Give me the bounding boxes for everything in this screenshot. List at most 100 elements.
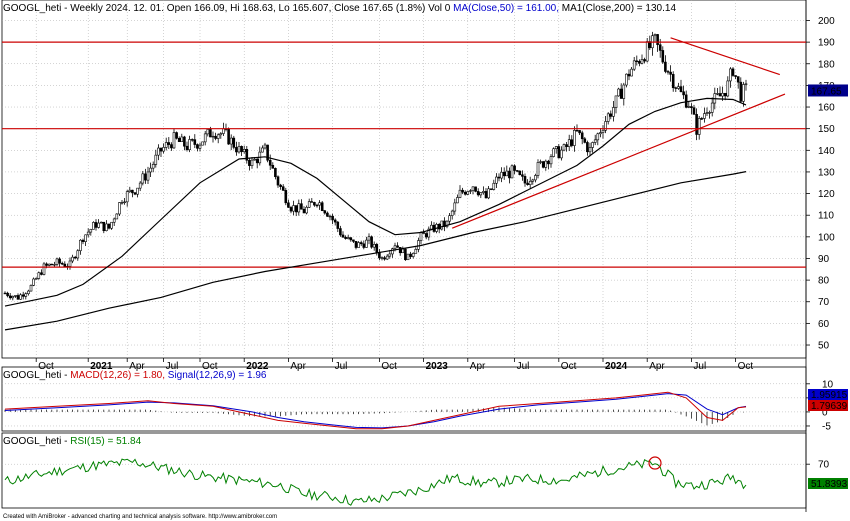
candle-body bbox=[3, 292, 7, 295]
candle-body bbox=[578, 130, 581, 134]
candle-body bbox=[320, 202, 324, 211]
x-tick-label: Oct bbox=[202, 361, 218, 372]
candle-body bbox=[474, 186, 477, 192]
candle-body bbox=[297, 203, 301, 213]
candle-body bbox=[586, 142, 589, 153]
candle-body bbox=[354, 241, 358, 248]
candle-body bbox=[383, 257, 386, 260]
candle-body bbox=[445, 220, 449, 227]
candle-body bbox=[281, 186, 285, 191]
candle-body bbox=[565, 144, 568, 148]
candle-body bbox=[318, 202, 321, 206]
candle-body bbox=[375, 244, 379, 253]
candle-body bbox=[469, 190, 472, 192]
candle-body bbox=[599, 132, 602, 135]
candle-body bbox=[638, 60, 641, 64]
ma200-line bbox=[4, 171, 747, 331]
price-header-ma50: MA(Close,50) = 161.00, bbox=[453, 3, 559, 14]
price-header-prefix: GOOGL_heti - Weekly 2024. 12. 01. Open 1… bbox=[3, 3, 453, 14]
candle-body bbox=[16, 295, 20, 300]
candle-body bbox=[398, 247, 402, 254]
candle-body bbox=[523, 176, 527, 184]
candle-body bbox=[370, 236, 373, 248]
price-overlays bbox=[2, 37, 806, 331]
candle-body bbox=[37, 272, 41, 279]
candle-body bbox=[640, 59, 644, 64]
x-tick-label: Oct bbox=[38, 361, 54, 372]
candle-body bbox=[175, 132, 178, 139]
price-y-tick-label: 110 bbox=[818, 211, 834, 222]
candle-body bbox=[276, 176, 280, 186]
candle-body bbox=[110, 221, 113, 229]
macd-header-prefix: GOOGL_heti - bbox=[3, 370, 70, 381]
candle-body bbox=[24, 293, 28, 297]
price-y-tick-label: 150 bbox=[818, 124, 835, 135]
candle-body bbox=[177, 137, 181, 142]
candle-body bbox=[149, 167, 152, 173]
price-y-tick-label: 200 bbox=[818, 16, 835, 27]
candle-body bbox=[388, 253, 392, 257]
candle-body bbox=[47, 263, 51, 266]
candle-body bbox=[21, 294, 25, 297]
candle-body bbox=[552, 148, 555, 157]
macd-y-tick-label: -5 bbox=[822, 421, 831, 432]
candle-body bbox=[539, 161, 542, 163]
candle-body bbox=[588, 147, 592, 153]
rsi-highlight-circle bbox=[648, 456, 662, 470]
candle-body bbox=[294, 205, 298, 213]
candle-body bbox=[300, 203, 303, 210]
candle-body bbox=[107, 223, 111, 229]
candle-body bbox=[289, 207, 293, 212]
x-tick-label: Jul bbox=[517, 361, 530, 372]
candle-body bbox=[209, 129, 212, 138]
candle-body bbox=[653, 34, 657, 37]
x-tick-label: Apr bbox=[129, 361, 145, 372]
candle-body bbox=[671, 74, 675, 89]
candle-body bbox=[359, 242, 363, 245]
candle-body bbox=[630, 68, 633, 77]
candle-body bbox=[484, 191, 488, 199]
candle-body bbox=[138, 182, 142, 189]
macd-y-tick-label: 10 bbox=[822, 379, 834, 390]
candle-body bbox=[346, 237, 350, 239]
candle-body bbox=[68, 260, 72, 267]
candle-body bbox=[341, 234, 345, 238]
candle-body bbox=[664, 61, 667, 72]
candle-body bbox=[198, 144, 202, 149]
candle-body bbox=[458, 189, 462, 198]
credit-text: Created with AmiBroker - advanced charti… bbox=[3, 514, 277, 520]
candle-body bbox=[729, 68, 732, 82]
candle-body bbox=[193, 139, 197, 145]
candle-body bbox=[622, 84, 626, 99]
candle-body bbox=[331, 215, 334, 221]
candle-body bbox=[549, 156, 553, 165]
candle-body bbox=[97, 222, 100, 228]
candle-body bbox=[245, 149, 249, 161]
x-tick-label: Apr bbox=[470, 361, 486, 372]
candle-body bbox=[123, 201, 126, 203]
rsi-last-label: 51.8393 bbox=[808, 478, 848, 490]
candle-body bbox=[541, 161, 545, 168]
candle-body bbox=[679, 86, 683, 93]
candle-body bbox=[708, 112, 711, 114]
price-y-tick-label: 140 bbox=[818, 146, 835, 157]
candle-body bbox=[627, 73, 631, 77]
candle-body bbox=[144, 173, 147, 181]
candle-body bbox=[518, 170, 522, 176]
candle-body bbox=[632, 60, 636, 70]
candle-body bbox=[601, 129, 605, 133]
candle-body bbox=[118, 202, 121, 215]
candle-body bbox=[731, 68, 735, 76]
candle-body bbox=[380, 257, 384, 259]
candle-body bbox=[250, 159, 254, 166]
candle-body bbox=[180, 136, 184, 142]
candle-body bbox=[466, 191, 470, 195]
candle-body bbox=[573, 130, 576, 146]
candle-body bbox=[440, 220, 444, 230]
price-y-axis: 5060708090100110120130140150160170180190… bbox=[806, 16, 835, 352]
candle-body bbox=[81, 239, 85, 242]
candle-body bbox=[315, 204, 319, 207]
candle-body bbox=[154, 154, 158, 165]
candle-body bbox=[310, 201, 314, 203]
candle-body bbox=[614, 95, 618, 108]
